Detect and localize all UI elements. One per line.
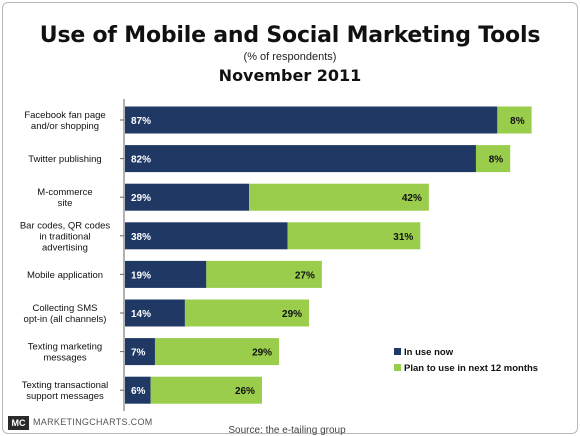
category-label: Mobile application xyxy=(27,270,103,281)
chart-subtitle: (% of respondents) xyxy=(243,51,337,63)
category-label: Collecting SMS opt-in (all channels) xyxy=(24,303,107,325)
data-label-plan: 42% xyxy=(402,193,422,204)
category-label: M-commerce site xyxy=(37,187,92,209)
data-label-in-use: 7% xyxy=(131,348,146,359)
bar-plan xyxy=(249,183,429,211)
legend-swatch xyxy=(394,348,401,355)
data-label-plan: 29% xyxy=(252,348,272,359)
bar-plan xyxy=(287,222,421,250)
chart-date: November 2011 xyxy=(218,66,362,85)
bar-in-use xyxy=(125,106,498,134)
bar-plan xyxy=(475,145,511,173)
bar-plan xyxy=(497,106,532,134)
legend-label: In use now xyxy=(404,347,454,358)
bar-in-use xyxy=(125,338,155,366)
bar-in-use xyxy=(125,299,185,327)
bar-plan xyxy=(184,299,310,327)
source-note: Source: the e-tailing group xyxy=(228,425,346,436)
bar-plan xyxy=(150,376,262,404)
data-label-plan: 8% xyxy=(510,116,525,127)
marketingcharts-logo: MC xyxy=(8,416,29,430)
legend-swatch xyxy=(394,364,401,371)
data-label-plan: 8% xyxy=(489,155,504,166)
data-label-in-use: 82% xyxy=(131,155,151,166)
footer: MC MARKETINGCHARTS.COM xyxy=(3,412,577,433)
marketingcharts-site: MARKETINGCHARTS.COM xyxy=(33,417,153,427)
category-label: Twitter publishing xyxy=(28,154,101,165)
data-label-plan: 29% xyxy=(282,309,302,320)
category-label: Bar codes, QR codes in traditional adverti… xyxy=(20,220,111,253)
bar-in-use xyxy=(125,183,250,211)
bar-in-use xyxy=(125,222,288,250)
chart-title: Use of Mobile and Social Marketing Tools xyxy=(39,23,541,48)
bar-in-use xyxy=(125,376,151,404)
category-label: Facebook fan page and/or shopping xyxy=(24,110,105,132)
data-label-plan: 26% xyxy=(235,386,255,397)
data-label-in-use: 14% xyxy=(131,309,151,320)
bar-in-use xyxy=(125,260,207,288)
data-label-in-use: 87% xyxy=(131,116,151,127)
bar-plan xyxy=(206,260,322,288)
data-label-in-use: 6% xyxy=(131,386,146,397)
data-label-plan: 27% xyxy=(295,270,315,281)
bar-chart: Facebook fan page and/or shopping 87% 8% Twi… xyxy=(20,99,538,411)
data-label-in-use: 29% xyxy=(131,193,151,204)
legend-label: Plan to use in next 12 months xyxy=(404,363,538,374)
category-label: Texting marketing messages xyxy=(28,342,102,364)
bar-plan xyxy=(154,338,280,366)
data-label-in-use: 38% xyxy=(131,232,151,243)
data-label-in-use: 19% xyxy=(131,270,151,281)
bar-in-use xyxy=(125,145,476,173)
category-label: Texting transactional support messages xyxy=(22,380,109,402)
data-label-plan: 31% xyxy=(393,232,413,243)
